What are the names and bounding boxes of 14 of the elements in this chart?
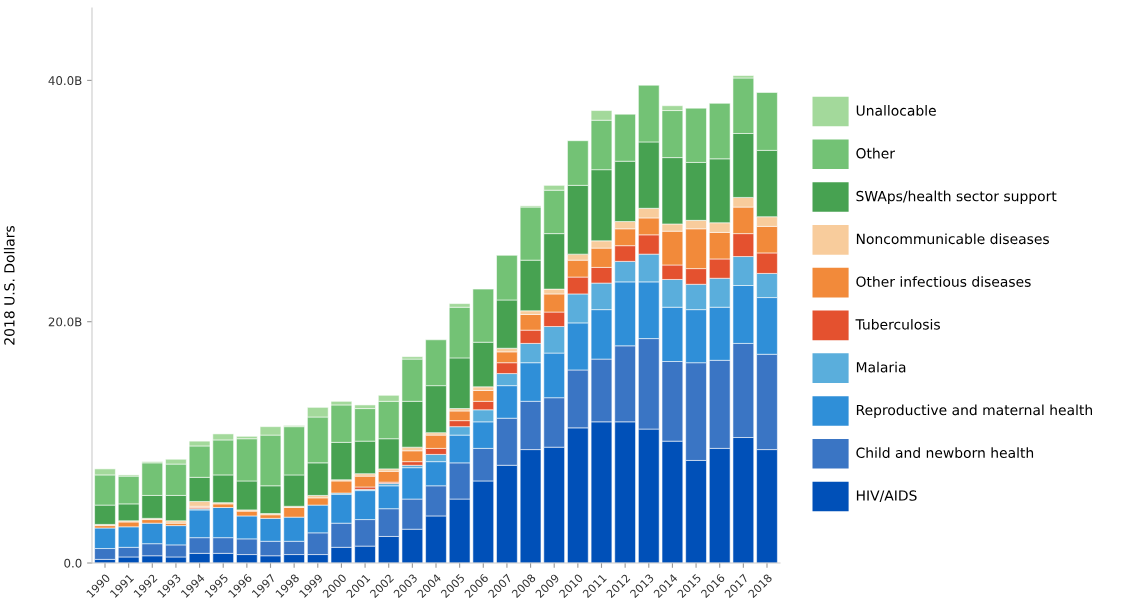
y-tick-label: 0.0: [64, 558, 82, 568]
y-tick-label: 20.0B: [48, 317, 82, 327]
y-axis-title: 2018 U.S. Dollars: [3, 226, 15, 345]
legend-label: HIV/AIDS: [856, 490, 917, 502]
legend-label: Child and newborn health: [856, 447, 1034, 459]
legend-label: Malaria: [856, 361, 906, 373]
legend-label: Reproductive and maternal health: [856, 404, 1092, 418]
legend-label: Other: [856, 147, 895, 159]
legend-label: Noncommunicable diseases: [856, 233, 1049, 245]
y-tick-label: 40.0B: [48, 76, 82, 86]
legend-label: Other infectious diseases: [856, 276, 1031, 287]
legend-label: Unallocable: [856, 105, 936, 116]
legend-label: Tuberculosis: [855, 318, 940, 330]
legend-label: SWAps/health sector support: [856, 190, 1057, 205]
